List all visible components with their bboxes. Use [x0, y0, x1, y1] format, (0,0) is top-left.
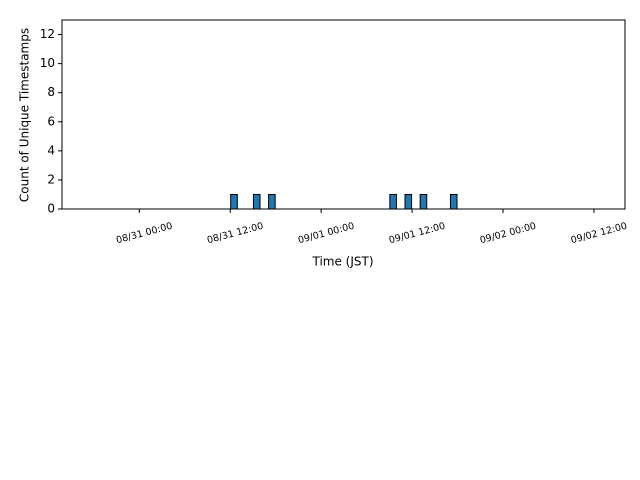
y-tick-label: 12 [40, 27, 55, 41]
x-axis-label: Time (JST) [311, 255, 373, 269]
y-axis-label: Count of Unique Timestamps [18, 28, 32, 202]
bar [389, 193, 397, 210]
bar [230, 193, 238, 210]
x-tick-label: 08/31 12:00 [206, 221, 265, 247]
bar [419, 193, 428, 210]
y-tick-label: 4 [47, 143, 55, 157]
x-tick-label: 09/01 12:00 [388, 221, 447, 247]
y-tick-label: 6 [47, 114, 55, 128]
x-tick-label: 09/01 00:00 [297, 221, 356, 247]
bar [449, 193, 458, 210]
y-tick-label: 0 [47, 202, 55, 216]
x-tick-label: 09/02 12:00 [570, 221, 629, 247]
bar [268, 193, 276, 210]
bar [252, 193, 261, 210]
y-tick-label: 10 [40, 56, 55, 70]
y-tick-label: 8 [47, 85, 55, 99]
bar [404, 193, 413, 210]
plot-frame [61, 19, 626, 210]
y-tick-label: 2 [47, 172, 55, 186]
x-tick-label: 08/31 00:00 [115, 221, 174, 247]
x-tick-label: 09/02 00:00 [479, 221, 538, 247]
